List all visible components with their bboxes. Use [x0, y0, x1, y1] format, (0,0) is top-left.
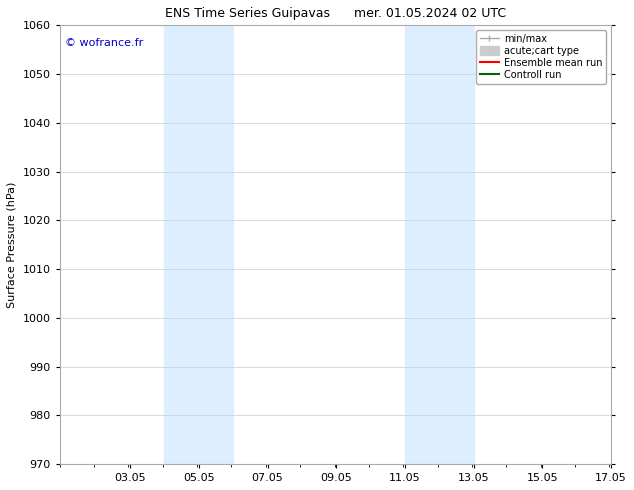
- Legend: min/max, acute;cart type, Ensemble mean run, Controll run: min/max, acute;cart type, Ensemble mean …: [476, 30, 606, 84]
- Bar: [405, 25, 474, 464]
- Text: © wofrance.fr: © wofrance.fr: [65, 38, 143, 49]
- Bar: [164, 25, 233, 464]
- Title: ENS Time Series Guipavas      mer. 01.05.2024 02 UTC: ENS Time Series Guipavas mer. 01.05.2024…: [165, 7, 506, 20]
- Y-axis label: Surface Pressure (hPa): Surface Pressure (hPa): [7, 181, 17, 308]
